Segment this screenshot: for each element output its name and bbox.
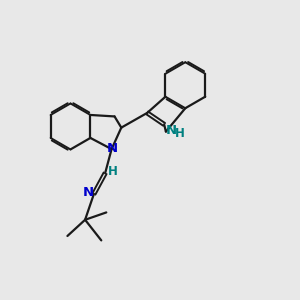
Text: N: N [166,124,177,137]
Text: H: H [107,165,117,178]
Text: N: N [107,142,118,155]
Text: N: N [83,186,94,199]
Text: H: H [175,128,185,140]
